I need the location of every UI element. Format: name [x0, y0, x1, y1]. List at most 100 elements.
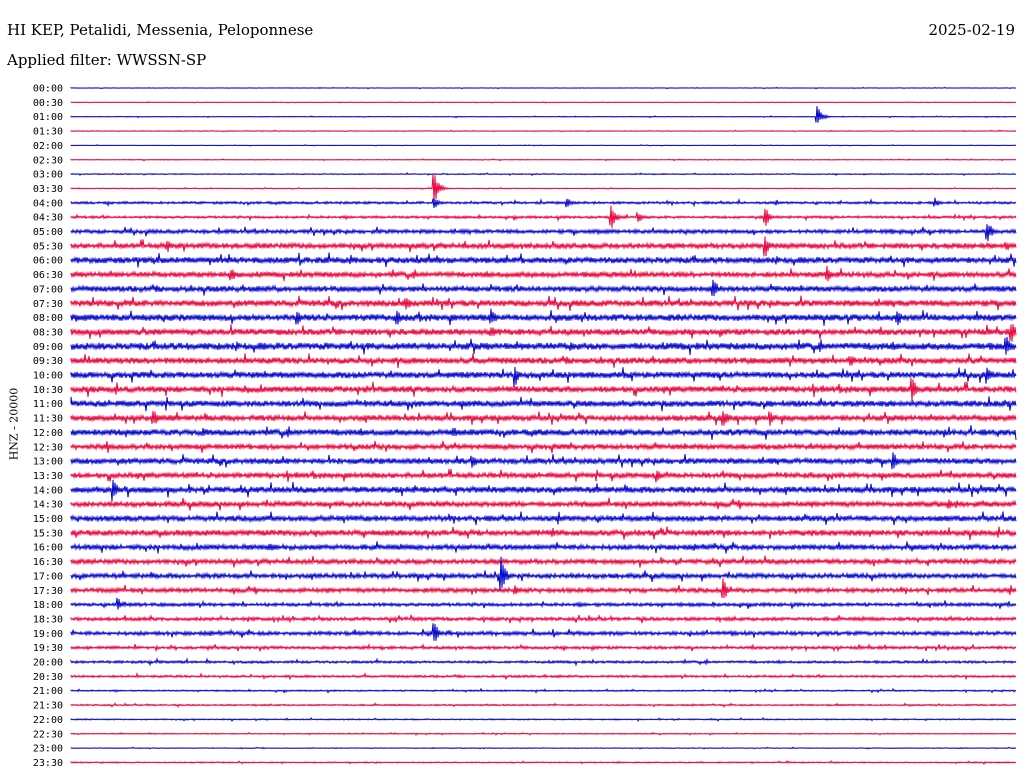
time-tick-label: 16:00: [33, 543, 63, 554]
time-tick-label: 18:00: [33, 600, 63, 611]
time-tick-label: 10:30: [33, 385, 63, 396]
time-tick-label: 17:30: [33, 586, 63, 597]
trace-row: [70, 657, 1017, 667]
time-tick-label: 12:00: [33, 428, 63, 439]
trace-row: [70, 106, 1017, 123]
trace-row: [70, 308, 1017, 326]
trace-row: [70, 425, 1017, 440]
time-tick-label: 17:00: [33, 571, 63, 582]
trace-row: [70, 171, 1017, 177]
time-tick-label: 08:30: [33, 327, 63, 338]
trace-row: [70, 597, 1017, 610]
trace-row: [70, 642, 1017, 653]
trace-row: [70, 174, 1017, 201]
time-tick-label: 02:30: [33, 155, 63, 166]
trace-row: [70, 144, 1017, 147]
trace-group: [70, 86, 1017, 765]
time-tick-label: 01:30: [33, 127, 63, 138]
date-label: 2025-02-19: [928, 21, 1015, 39]
trace-row: [70, 578, 1017, 599]
station-title: HI KEP, Petalidi, Messenia, Peloponnese: [7, 21, 314, 39]
time-tick-label: 09:30: [33, 356, 63, 367]
trace-row: [70, 759, 1017, 765]
trace-row: [70, 396, 1017, 412]
time-tick-label: 07:00: [33, 284, 63, 295]
trace-row: [70, 452, 1017, 470]
trace-row: [70, 224, 1017, 242]
trace-row: [70, 410, 1017, 426]
time-tick-label: 03:00: [33, 170, 63, 181]
time-tick-label: 11:30: [33, 414, 63, 425]
time-tick-label: 15:00: [33, 514, 63, 525]
trace-row: [70, 366, 1017, 387]
trace-row: [70, 468, 1017, 483]
time-tick-label: 12:30: [33, 442, 63, 453]
trace-row: [70, 526, 1017, 540]
tick-label-group: 00:00 00:30 01:00 01:30 02:00 02:30 03:00 03:30…: [33, 84, 63, 769]
trace-row: [70, 623, 1017, 641]
time-tick-label: 15:30: [33, 528, 63, 539]
trace-row: [70, 613, 1017, 624]
trace-row: [70, 511, 1017, 526]
time-tick-label: 04:30: [33, 213, 63, 224]
trace-row: [70, 86, 1017, 90]
time-tick-label: 14:00: [33, 485, 63, 496]
trace-row: [70, 716, 1017, 722]
time-tick-label: 00:00: [33, 84, 63, 95]
time-tick-label: 13:00: [33, 457, 63, 468]
time-tick-label: 09:00: [33, 342, 63, 353]
trace-row: [70, 158, 1017, 162]
time-tick-label: 14:30: [33, 500, 63, 511]
time-tick-label: 05:30: [33, 241, 63, 252]
time-tick-label: 21:00: [33, 686, 63, 697]
trace-row: [70, 555, 1017, 568]
trace-row: [70, 205, 1017, 228]
time-tick-label: 22:00: [33, 715, 63, 726]
time-tick-label: 13:30: [33, 471, 63, 482]
time-tick-label: 04:00: [33, 198, 63, 209]
filter-label: Applied filter: WWSSN-SP: [7, 51, 207, 69]
time-tick-label: 08:00: [33, 313, 63, 324]
trace-row: [70, 687, 1017, 694]
time-tick-label: 11:00: [33, 399, 63, 410]
trace-row: [70, 702, 1017, 709]
time-tick-label: 06:30: [33, 270, 63, 281]
trace-row: [70, 556, 1017, 591]
trace-row: [70, 479, 1017, 502]
time-tick-label: 20:30: [33, 672, 63, 683]
time-tick-label: 01:00: [33, 112, 63, 123]
time-tick-label: 03:30: [33, 184, 63, 195]
trace-row: [70, 440, 1017, 454]
time-tick-label: 02:00: [33, 141, 63, 152]
trace-row: [70, 295, 1017, 312]
trace-row: [70, 336, 1017, 356]
trace-row: [70, 672, 1017, 681]
time-tick-label: 20:00: [33, 658, 63, 669]
trace-row: [70, 731, 1017, 736]
time-tick-label: 19:00: [33, 629, 63, 640]
time-tick-label: 21:30: [33, 701, 63, 712]
trace-row: [70, 353, 1017, 368]
trace-row: [70, 377, 1017, 402]
trace-row: [70, 129, 1017, 133]
time-tick-label: 23:30: [33, 758, 63, 769]
trace-row: [70, 197, 1017, 209]
trace-row: [70, 497, 1017, 511]
time-tick-label: 16:30: [33, 557, 63, 568]
time-tick-label: 23:00: [33, 744, 63, 755]
trace-row: [70, 279, 1017, 297]
time-tick-label: 10:00: [33, 371, 63, 382]
trace-row: [70, 541, 1017, 554]
time-tick-label: 07:30: [33, 299, 63, 310]
time-tick-label: 05:00: [33, 227, 63, 238]
time-tick-label: 18:30: [33, 614, 63, 625]
trace-row: [70, 746, 1017, 750]
time-tick-label: 19:30: [33, 643, 63, 654]
trace-row: [70, 324, 1017, 342]
trace-row: [70, 252, 1017, 268]
trace-row: [70, 236, 1017, 257]
time-tick-label: 22:30: [33, 729, 63, 740]
trace-row: [70, 101, 1017, 104]
time-tick-label: 06:00: [33, 256, 63, 267]
